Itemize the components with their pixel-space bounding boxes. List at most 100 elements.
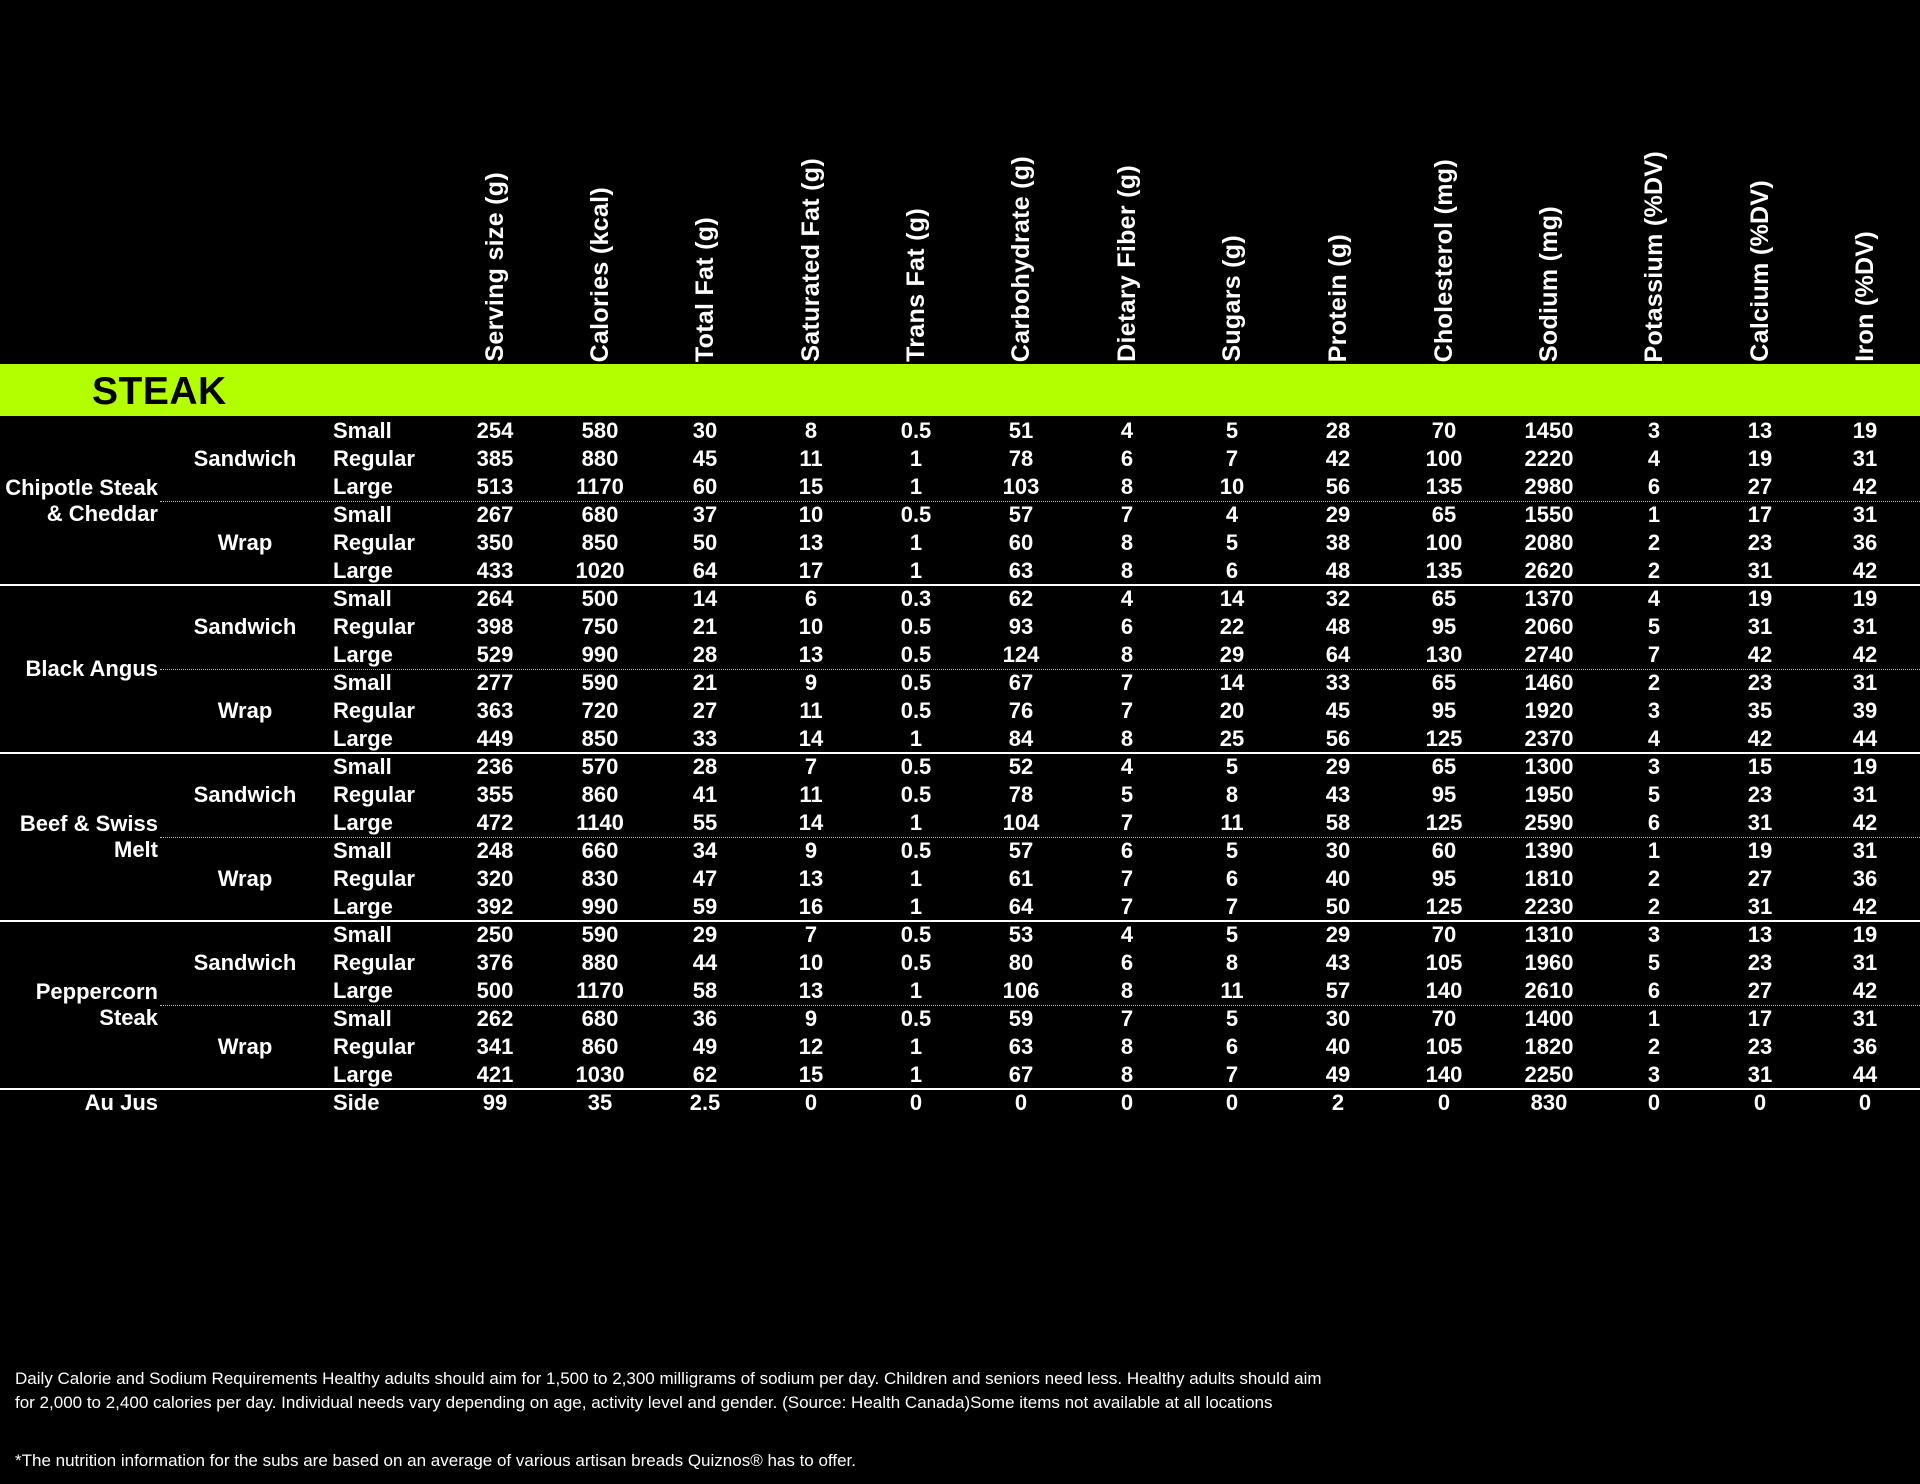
table-cell: 70 [1431,922,1457,947]
size-label: Regular [333,950,415,975]
table-cell: 5 [1225,754,1239,779]
table-cell: 38 [1325,530,1351,555]
table-cell: 6 [1647,810,1661,835]
table-cell: 2 [1647,670,1661,695]
table-cell: 449 [476,726,514,751]
table-cell: 8 [1120,726,1134,751]
item-divider [0,1088,1920,1090]
table-cell: 0 [1437,1090,1451,1115]
table-cell: 84 [1008,726,1034,751]
table-cell: 61 [1008,866,1034,891]
table-cell: 57 [1008,502,1034,527]
table-cell: 56 [1325,726,1351,751]
table-cell: 7 [804,754,818,779]
table-cell: 3 [1647,418,1661,443]
table-cell: 11 [1220,978,1244,1003]
column-header-label: Saturated Fat (g) [796,158,825,362]
table-cell: 64 [1325,642,1351,667]
table-cell: 1 [909,894,923,919]
table-cell: 31 [1852,838,1878,863]
table-cell: 350 [476,530,514,555]
table-cell: 21 [692,614,718,639]
table-cell: 0 [1225,1090,1239,1115]
table-cell: 14 [798,810,824,835]
table-cell: 58 [1325,810,1351,835]
table-cell: 57 [1008,838,1034,863]
table-cell: 31 [1747,614,1773,639]
size-label: Regular [333,614,415,639]
table-cell: 47 [692,866,718,891]
table-cell: 42 [1747,642,1773,667]
table-cell: 51 [1008,418,1034,443]
table-cell: 2080 [1524,530,1574,555]
table-cell: 3 [1647,754,1661,779]
table-cell: 850 [581,726,619,751]
table-cell: 70 [1431,1006,1457,1031]
table-cell: 15 [798,1062,824,1087]
table-cell: 21 [692,670,718,695]
table-cell: 355 [476,782,514,807]
table-cell: 8 [1120,558,1134,583]
table-cell: 7 [1225,446,1239,471]
table-cell: 27 [1747,978,1773,1003]
item-name: Beef & Swiss Melt [19,811,158,862]
table-cell: 23 [1747,670,1773,695]
table-cell: 124 [1002,642,1040,667]
table-cell: 14 [798,726,824,751]
table-cell: 1 [909,726,923,751]
table-cell: 14 [692,586,718,611]
table-cell: 58 [692,978,718,1003]
table-cell: 860 [581,1034,619,1059]
table-cell: 10 [1219,474,1245,499]
table-cell: 17 [798,558,824,583]
table-cell: 29 [1325,754,1351,779]
table-cell: 392 [476,894,514,919]
table-cell: 93 [1008,614,1034,639]
table-cell: 30 [692,418,718,443]
table-cell: 250 [476,922,514,947]
column-header: Calcium (%DV) [1740,0,1780,362]
table-cell: 106 [1002,978,1040,1003]
table-cell: 1450 [1524,418,1574,443]
table-cell: 35 [1747,698,1773,723]
table-cell: 104 [1002,810,1040,835]
table-cell: 0 [1014,1090,1028,1115]
variant-type: Sandwich [193,782,297,807]
column-header: Sodium (mg) [1529,0,1569,362]
table-cell: 57 [1325,978,1351,1003]
table-cell: 140 [1425,978,1463,1003]
table-cell: 1460 [1524,670,1574,695]
table-cell: 76 [1008,698,1034,723]
table-cell: 5 [1225,530,1239,555]
table-cell: 55 [692,810,718,835]
table-cell: 62 [692,1062,718,1087]
table-cell: 36 [1852,1034,1878,1059]
table-cell: 2980 [1524,474,1574,499]
table-cell: 1310 [1524,922,1574,947]
table-cell: 95 [1431,614,1457,639]
table-cell: 65 [1431,670,1457,695]
table-cell: 64 [1008,894,1034,919]
table-cell: 880 [581,950,619,975]
table-cell: 4 [1647,446,1661,471]
size-label: Regular [333,1034,415,1059]
table-cell: 1 [909,1062,923,1087]
table-cell: 4 [1225,502,1239,527]
size-label: Small [333,1006,392,1031]
table-cell: 36 [1852,866,1878,891]
table-cell: 10 [798,614,824,639]
table-cell: 42 [1852,978,1878,1003]
item-divider [0,584,1920,586]
table-cell: 1140 [576,810,624,835]
table-cell: 1170 [576,978,624,1003]
table-cell: 9 [804,838,818,863]
table-cell: 2610 [1524,978,1574,1003]
item-divider [0,752,1920,754]
table-cell: 2 [1647,530,1661,555]
variant-type: Wrap [217,698,273,723]
variant-divider [160,1005,1920,1006]
size-label: Regular [333,698,415,723]
table-cell: 7 [1647,642,1661,667]
footer-disclaimer: *The nutrition information for the subs … [15,1451,856,1470]
table-cell: 40 [1325,1034,1351,1059]
